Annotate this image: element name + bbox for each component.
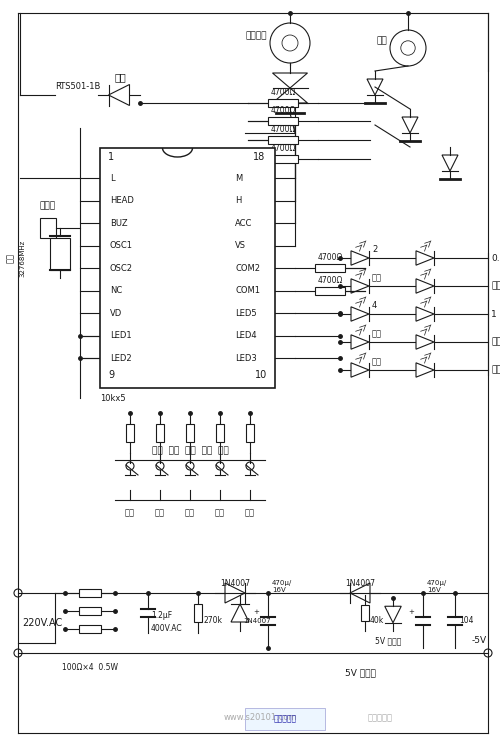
Bar [40, 218, 56, 238]
Bar [79, 607, 101, 615]
Text: 弱风: 弱风 [372, 357, 382, 366]
Text: 100Ω×4  0.5W: 100Ω×4 0.5W [62, 663, 118, 672]
Text: ACC: ACC [235, 218, 252, 227]
Text: 4: 4 [372, 301, 378, 310]
Text: NC: NC [110, 286, 122, 295]
Text: LED2: LED2 [110, 354, 132, 363]
Text: 4700Ω: 4700Ω [270, 88, 295, 97]
Text: VD: VD [110, 308, 122, 317]
Text: 40k: 40k [370, 616, 384, 625]
Bar [194, 604, 202, 622]
Text: +: + [253, 610, 259, 616]
Bar [361, 605, 369, 621]
Text: 470μ/: 470μ/ [427, 580, 448, 586]
Bar [268, 136, 298, 144]
Text: 16V: 16V [272, 587, 286, 593]
Bar [156, 424, 164, 442]
Text: 32768MHz: 32768MHz [19, 239, 25, 277]
Text: OSC1: OSC1 [110, 241, 133, 250]
Text: 4700Ω: 4700Ω [270, 144, 295, 153]
Text: 转叶: 转叶 [155, 508, 165, 517]
Text: -5V: -5V [472, 636, 487, 645]
Text: L: L [110, 174, 114, 183]
Text: 1N4007: 1N4007 [243, 618, 270, 624]
Text: 400V.AC: 400V.AC [151, 624, 182, 633]
Text: 定时: 定时 [215, 508, 225, 517]
Text: M: M [235, 174, 242, 183]
Bar [268, 99, 298, 107]
Text: 270k: 270k [203, 616, 222, 625]
Text: 强风: 强风 [372, 273, 382, 282]
Text: 转页: 转页 [115, 72, 127, 82]
Bar [268, 117, 298, 125]
Text: 睡眠: 睡眠 [491, 281, 500, 290]
Text: 5V 稳压管: 5V 稳压管 [344, 668, 376, 677]
Text: 关机: 关机 [185, 508, 195, 517]
Bar [246, 424, 254, 442]
Bar [79, 625, 101, 633]
Text: 16V: 16V [427, 587, 441, 593]
Text: 1N4007: 1N4007 [345, 579, 375, 588]
Text: H: H [235, 196, 242, 205]
Text: 10: 10 [255, 370, 267, 380]
Text: 风类: 风类 [245, 508, 255, 517]
Text: LED4: LED4 [235, 331, 256, 340]
Text: 蜂鸣器: 蜂鸣器 [40, 201, 56, 210]
Text: LED5: LED5 [235, 308, 256, 317]
Text: LED1: LED1 [110, 331, 132, 340]
Text: 自然: 自然 [491, 337, 500, 346]
Text: VS: VS [235, 241, 246, 250]
Text: 控制资料网: 控制资料网 [368, 713, 392, 722]
Bar [126, 424, 134, 442]
Text: 4700Ω: 4700Ω [318, 253, 342, 262]
Text: 风速: 风速 [125, 508, 135, 517]
Text: 风速  转叶  关机  定时  风类: 风速 转叶 关机 定时 风类 [152, 446, 228, 455]
Bar [100, 148, 275, 388]
Text: 0.5: 0.5 [491, 254, 500, 263]
Text: 4700Ω: 4700Ω [270, 106, 295, 115]
Text: www.s20101.com: www.s20101.com [223, 713, 297, 722]
Text: 4700Ω: 4700Ω [270, 125, 295, 134]
Text: 18: 18 [253, 152, 265, 162]
Text: 220V.AC: 220V.AC [22, 618, 62, 628]
Text: LED3: LED3 [235, 354, 257, 363]
Bar [245, 708, 325, 730]
Text: COM2: COM2 [235, 263, 260, 272]
Text: COM1: COM1 [235, 286, 260, 295]
Bar [216, 424, 224, 442]
Bar [268, 155, 298, 163]
Bar [186, 424, 194, 442]
Text: 控制资料网: 控制资料网 [274, 714, 296, 723]
Text: 104: 104 [459, 616, 473, 625]
Bar [79, 589, 101, 597]
Text: 10kx5: 10kx5 [100, 394, 126, 403]
Bar [50, 238, 70, 270]
Text: 5V 稳压管: 5V 稳压管 [375, 636, 401, 645]
Text: 1.2μF: 1.2μF [151, 611, 172, 620]
Text: 470μ/: 470μ/ [272, 580, 292, 586]
Text: HEAD: HEAD [110, 196, 134, 205]
Text: 1: 1 [491, 310, 497, 319]
Text: 电机: 电机 [376, 36, 387, 45]
Bar [314, 286, 346, 295]
Text: 普通: 普通 [491, 366, 500, 375]
Text: 同步电机: 同步电机 [246, 31, 267, 40]
Text: 4700Ω: 4700Ω [318, 275, 342, 284]
Text: BUZ: BUZ [110, 218, 128, 227]
Text: OSC2: OSC2 [110, 263, 133, 272]
Text: 2: 2 [372, 245, 378, 254]
Text: RTS501-1B: RTS501-1B [55, 82, 100, 91]
Text: +: + [408, 610, 414, 616]
Text: 1N4007: 1N4007 [220, 579, 250, 588]
Text: 中风: 中风 [372, 329, 382, 338]
Text: 晶振: 晶振 [6, 253, 15, 263]
Text: 1: 1 [108, 152, 114, 162]
Bar [314, 264, 346, 272]
Text: 9: 9 [108, 370, 114, 380]
